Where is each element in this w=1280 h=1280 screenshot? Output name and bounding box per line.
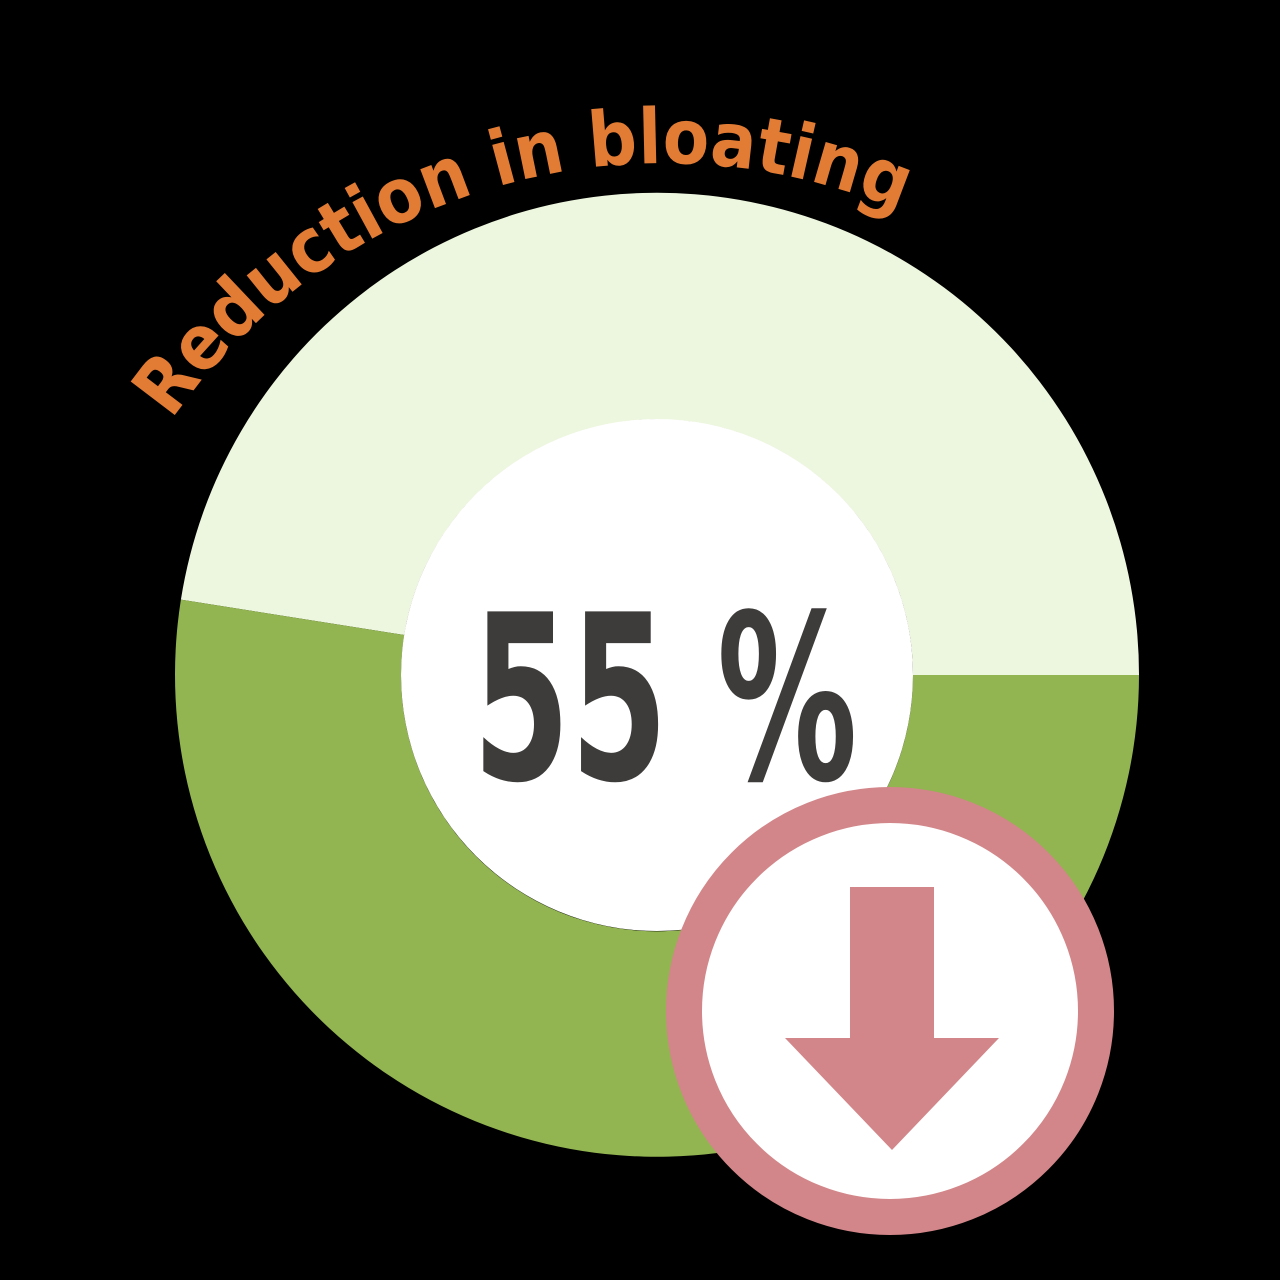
down-arrow-icon xyxy=(785,887,999,1150)
donut-segment-remainder xyxy=(180,192,1139,675)
center-percentage-label: 55 % xyxy=(473,567,858,834)
donut-hole xyxy=(401,419,913,931)
